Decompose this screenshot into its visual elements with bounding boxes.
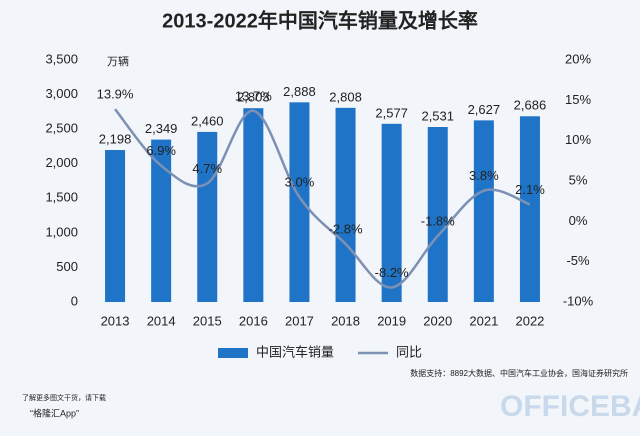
x-tick-label: 2022 bbox=[515, 313, 544, 328]
line-label: 13.7% bbox=[235, 88, 272, 103]
bar bbox=[197, 131, 218, 302]
line-label: 4.7% bbox=[192, 161, 222, 176]
y2-tick-label: -10% bbox=[563, 293, 594, 308]
legend-swatch bbox=[218, 348, 248, 358]
bar-label: 2,531 bbox=[421, 108, 454, 123]
footer-text: 了解更多图文干货，请下载 bbox=[22, 393, 106, 402]
y2-tick-label: 20% bbox=[565, 51, 591, 66]
x-tick-label: 2014 bbox=[147, 313, 176, 328]
y-tick-label: 2,500 bbox=[45, 121, 78, 136]
y-tick-label: 500 bbox=[56, 259, 78, 274]
bar-label: 2,888 bbox=[283, 84, 316, 99]
bar bbox=[151, 139, 172, 302]
y2-tick-label: 10% bbox=[565, 132, 591, 147]
y-unit: 万辆 bbox=[107, 54, 129, 68]
x-tick-label: 2015 bbox=[193, 313, 222, 328]
x-tick-label: 2018 bbox=[331, 313, 360, 328]
line-label: -2.8% bbox=[329, 221, 363, 236]
bar-label: 2,803 bbox=[237, 90, 270, 105]
bar-label: 2,686 bbox=[514, 98, 547, 113]
line-label: 13.9% bbox=[97, 87, 134, 102]
x-tick-label: 2017 bbox=[285, 313, 314, 328]
y2-tick-label: 5% bbox=[569, 172, 588, 187]
line-label: -8.2% bbox=[375, 265, 409, 280]
y-tick-label: 1,000 bbox=[45, 224, 78, 239]
bar-label: 2,577 bbox=[375, 105, 408, 120]
footer-text: “格隆汇App” bbox=[30, 407, 79, 418]
line-label: 3.0% bbox=[285, 175, 315, 190]
line-label: 3.8% bbox=[469, 168, 499, 183]
line-label: 2.1% bbox=[515, 182, 545, 197]
y2-tick-label: 15% bbox=[565, 92, 591, 107]
y-tick-label: 2,000 bbox=[45, 155, 78, 170]
x-tick-label: 2020 bbox=[423, 313, 452, 328]
x-tick-label: 2013 bbox=[101, 313, 130, 328]
chart-title: 2013-2022年中国汽车销量及增长率 bbox=[162, 8, 478, 32]
y-tick-label: 1,500 bbox=[45, 190, 78, 205]
line-label: -1.8% bbox=[421, 213, 455, 228]
bar bbox=[427, 126, 448, 303]
y-tick-label: 3,500 bbox=[45, 51, 78, 66]
watermark: OFFICEBA bbox=[500, 390, 640, 423]
legend-label: 中国汽车销量 bbox=[256, 344, 334, 359]
y2-tick-label: 0% bbox=[569, 213, 588, 228]
bar bbox=[519, 116, 540, 302]
bar-label: 2,349 bbox=[145, 121, 178, 136]
x-tick-label: 2021 bbox=[469, 313, 498, 328]
legend-label: 同比 bbox=[396, 344, 422, 359]
bar-label: 2,460 bbox=[191, 113, 224, 128]
bar bbox=[105, 150, 126, 302]
bar bbox=[289, 102, 310, 302]
bar bbox=[243, 108, 264, 303]
bar-label: 2,808 bbox=[329, 89, 362, 104]
y2-tick-label: -5% bbox=[566, 253, 590, 268]
bar-label: 2,198 bbox=[99, 131, 132, 146]
x-tick-label: 2019 bbox=[377, 313, 406, 328]
line-label: 6.9% bbox=[146, 143, 176, 158]
bar bbox=[473, 120, 494, 302]
line bbox=[114, 108, 531, 289]
y-tick-label: 0 bbox=[71, 293, 78, 308]
x-tick-label: 2016 bbox=[239, 313, 268, 328]
bar bbox=[335, 107, 356, 302]
bar-label: 2,627 bbox=[468, 102, 501, 117]
y-tick-label: 3,000 bbox=[45, 86, 78, 101]
source: 数据支持：8892大数据、中国汽车工业协会，国海证券研究所 bbox=[410, 368, 628, 378]
bar bbox=[381, 123, 402, 303]
